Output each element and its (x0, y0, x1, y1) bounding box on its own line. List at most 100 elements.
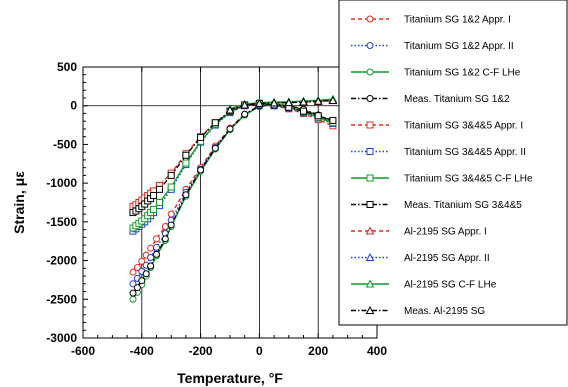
legend: Titanium SG 1&2 Appr. I Titanium SG 1&2 A… (338, 0, 568, 326)
y-tick-label: 0 (70, 99, 77, 113)
legend-entry: Titanium SG 3&4&5 Appr. II (351, 147, 526, 158)
data-point (161, 223, 169, 231)
x-tick-label: 400 (367, 344, 387, 358)
legend-label: Titanium SG 3&4&5 C-F LHe (404, 174, 533, 185)
data-point (182, 191, 190, 199)
data-point (211, 144, 219, 152)
legend-label: Meas. Al-2195 SG (404, 306, 485, 317)
legend-entry: Titanium SG 1&2 Appr. I (351, 15, 511, 26)
legend-box (338, 0, 568, 326)
data-point (138, 277, 146, 285)
legend-swatch-marker (366, 148, 374, 155)
legend-swatch-marker (365, 226, 375, 235)
legend-label: Meas. Titanium SG 3&4&5 (404, 200, 522, 211)
data-point (129, 268, 137, 276)
series-4 (129, 100, 337, 210)
data-point (167, 171, 175, 179)
data-point (129, 280, 137, 288)
legend-label: Titanium SG 3&4&5 Appr. I (404, 121, 523, 132)
legend-swatch-marker (366, 42, 374, 49)
data-point (241, 110, 249, 118)
data-point (328, 95, 338, 104)
data-point (153, 243, 160, 251)
y-tick-label: -3000 (46, 331, 77, 345)
data-point (161, 235, 169, 243)
data-point (133, 264, 141, 272)
legend-swatch-marker (366, 68, 374, 76)
series-line (132, 104, 334, 285)
data-point (150, 205, 158, 213)
legend-label: Al-2195 SG Appr. I (404, 227, 487, 238)
x-axis-title: Temperature, °F (177, 370, 283, 386)
legend-label: Al-2195 SG Appr. II (404, 253, 490, 264)
y-tick-label: -1500 (46, 215, 77, 229)
data-point (211, 119, 219, 127)
data-point (269, 98, 279, 107)
series-5 (129, 100, 337, 235)
legend-swatch-marker (366, 121, 374, 129)
data-point (299, 97, 308, 106)
data-point (167, 221, 175, 229)
data-point (129, 289, 137, 297)
data-point (155, 199, 163, 206)
data-point (147, 244, 155, 252)
series-line (132, 102, 334, 229)
data-point (197, 166, 205, 174)
x-tick-label: -600 (71, 344, 95, 358)
series-6 (129, 99, 337, 232)
data-point (167, 183, 175, 191)
legend-label: Titanium SG 3&4&5 Appr. II (404, 147, 526, 158)
data-point (147, 262, 155, 270)
data-point (197, 133, 205, 141)
legend-swatch-marker (365, 279, 375, 288)
data-point (300, 107, 307, 115)
data-point (153, 250, 160, 258)
legend-label: Titanium SG 1&2 C-F LHe (404, 68, 521, 79)
data-point (153, 235, 160, 243)
series-layer (129, 94, 338, 303)
series-line (132, 103, 334, 300)
data-point (150, 192, 158, 200)
axes: -600 -400 -200 0 200 4005000-500-1000-1500-20… (46, 60, 387, 358)
legend-label: Titanium SG 1&2 Appr. II (404, 41, 514, 52)
data-point (142, 270, 150, 278)
y-tick-label: -1000 (46, 176, 77, 190)
legend-swatch-marker (366, 174, 374, 182)
y-tick-label: -2000 (46, 254, 77, 268)
x-tick-label: 200 (308, 344, 328, 358)
data-point (240, 100, 250, 109)
legend-label: Al-2195 SG C-F LHe (404, 280, 497, 291)
x-tick-label: -400 (130, 344, 154, 358)
x-tick-label: -200 (189, 344, 213, 358)
legend-entry: Meas. Titanium SG 3&4&5 (351, 200, 522, 211)
legend-swatch-marker (366, 201, 374, 208)
legend-entry: Titanium SG 3&4&5 Appr. I (351, 121, 523, 132)
legend-entry: Titanium SG 1&2 Appr. II (351, 41, 514, 52)
data-point (182, 151, 190, 159)
data-point (225, 105, 235, 114)
legend-entry: Titanium SG 1&2 C-F LHe (351, 68, 521, 79)
y-tick-label: -2500 (46, 292, 77, 306)
legend-label: Meas. Titanium SG 1&2 (404, 94, 510, 105)
data-point (329, 116, 337, 124)
legend-entry: Al-2195 SG Appr. I (351, 226, 487, 238)
series-3 (129, 100, 337, 297)
data-point (182, 159, 190, 167)
data-point (226, 125, 234, 133)
series-line (132, 103, 334, 232)
y-tick-label: -500 (53, 137, 77, 151)
data-point (313, 96, 323, 105)
legend-swatch-marker (366, 15, 374, 23)
x-tick-label: 0 (256, 344, 263, 358)
legend-entry: Titanium SG 3&4&5 C-F LHe (351, 174, 533, 185)
data-point (129, 295, 137, 303)
data-point (133, 284, 141, 292)
data-point (255, 98, 264, 107)
y-axis-title: Strain, με (11, 171, 27, 234)
data-point (155, 185, 163, 193)
data-point (167, 210, 175, 218)
data-point (147, 253, 155, 261)
legend-entry: Al-2195 SG Appr. II (351, 252, 490, 264)
legend-entry: Meas. Titanium SG 1&2 (351, 94, 510, 105)
